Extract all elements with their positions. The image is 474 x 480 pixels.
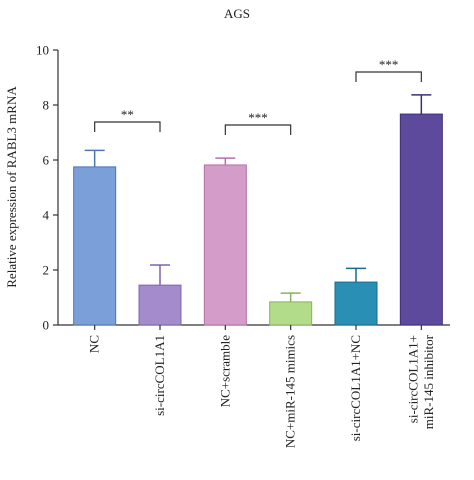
bar bbox=[334, 281, 378, 326]
y-tick-label: 6 bbox=[43, 153, 50, 168]
significance-bracket bbox=[355, 71, 422, 82]
y-tick-label: 4 bbox=[43, 208, 50, 223]
x-tick-label: si-circCOL1A1 bbox=[152, 335, 167, 416]
x-tick-label: NC+miR-145 mimics bbox=[283, 335, 298, 448]
chart-title: AGS bbox=[224, 6, 250, 21]
significance-bracket bbox=[94, 121, 161, 132]
x-tick-label: si-circCOL1A1+miR-145 inhibitor bbox=[406, 334, 437, 429]
significance-label: *** bbox=[379, 57, 399, 72]
significance-label: ** bbox=[121, 107, 134, 122]
x-tick-label: NC+scramble bbox=[217, 335, 232, 408]
y-tick-label: 10 bbox=[36, 43, 49, 58]
bar bbox=[203, 164, 247, 326]
significance-bracket bbox=[224, 124, 292, 135]
y-tick-label: 0 bbox=[43, 318, 50, 333]
y-tick-label: 8 bbox=[43, 98, 50, 113]
bar bbox=[138, 284, 182, 326]
significance-label: *** bbox=[248, 110, 268, 125]
y-axis-label: Relative expression of RABL3 mRNA bbox=[4, 86, 19, 288]
x-tick-label: si-circCOL1A1+NC bbox=[348, 335, 363, 441]
y-tick-label: 2 bbox=[43, 263, 50, 278]
bar bbox=[73, 166, 117, 326]
bar bbox=[399, 113, 443, 326]
x-tick-label: NC bbox=[87, 335, 102, 353]
bar bbox=[269, 301, 313, 326]
